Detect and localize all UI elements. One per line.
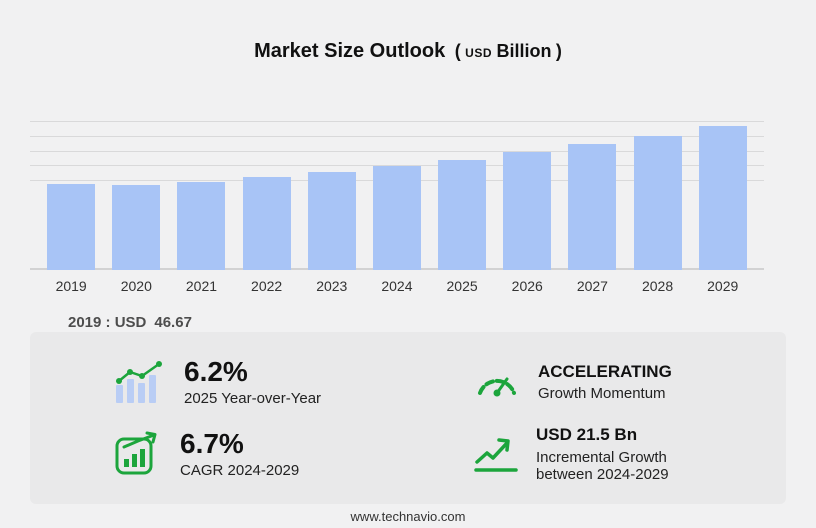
bar-2019 [47,183,96,270]
bar-2027 [568,144,617,270]
annotation-label: 2019 : USD [68,314,147,331]
x-label-2026: 2026 [511,278,543,294]
x-label-2021: 2021 [185,278,218,294]
chart-title-currency: USD [465,46,492,60]
x-label-2028: 2028 [641,278,674,294]
bar-2022 [242,176,291,270]
first-year-annotation: 2019 : USD 46.67 [68,314,192,331]
bar-chart: 2019 2020 2021 2022 2023 2024 2025 2026 2027 2028… [30,121,764,294]
stat-cagr: 6.7% CAGR 2024-2029 [114,427,474,480]
cagr-label: CAGR 2024-2029 [180,462,300,480]
bar-2028 [633,136,682,270]
incremental-label: Incremental Growth between 2024-2029 [536,448,669,483]
x-label-2022: 2022 [251,278,283,294]
chart-title: Market Size Outlook ( USD Billion ) [0,40,816,63]
bar-trend-icon [114,359,166,405]
x-label-2027: 2027 [576,278,608,294]
stats-panel: 6.2% 2025 Year-over-Year ACCELERATING Gr… [30,332,786,504]
momentum-value: ACCELERATING [538,361,672,381]
incremental-value: USD 21.5 Bn [536,425,638,445]
bar-2029 [698,126,747,270]
gridline [30,135,764,137]
cagr-chart-icon [114,431,162,477]
chart-title-main: Market Size Outlook [254,40,446,62]
bars [30,122,764,270]
annotation-value: 46.67 [154,314,192,331]
bar-2026 [503,152,552,270]
x-label-2019: 2019 [55,278,87,294]
speedometer-icon [474,364,520,400]
yoy-label: 2025 Year-over-Year [184,390,322,408]
x-label-2023: 2023 [316,278,348,294]
bar-2023 [307,172,356,270]
x-label-2029: 2029 [707,278,739,294]
momentum-label: Growth Momentum [538,385,666,403]
gridline [30,121,764,122]
chart-title-unit: Billion [496,41,552,61]
x-label-2020: 2020 [120,278,152,294]
x-label-2024: 2024 [381,278,413,294]
bar-2020 [112,185,161,270]
stat-incremental: USD 21.5 Bn Incremental Growth between 2… [474,425,766,483]
yoy-value: 6.2% [184,355,248,387]
plot-area [30,121,764,270]
stat-momentum: ACCELERATING Growth Momentum [474,362,766,402]
bar-2025 [438,159,487,270]
footer-url: www.technavio.com [350,509,466,524]
bar-2024 [372,166,421,270]
x-axis-labels: 2019 2020 2021 2022 2023 2024 2025 2026 2027 2028… [30,278,764,294]
gridline [30,165,764,167]
bar-2021 [177,181,226,270]
cagr-value: 6.7% [180,427,244,459]
chart-title-close-paren: ) [555,41,562,61]
stat-yoy: 6.2% 2025 Year-over-Year [114,355,474,408]
x-label-2025: 2025 [446,278,478,294]
incremental-growth-icon [474,434,518,474]
gridline [30,150,764,152]
chart-title-open-paren: ( [454,41,461,61]
